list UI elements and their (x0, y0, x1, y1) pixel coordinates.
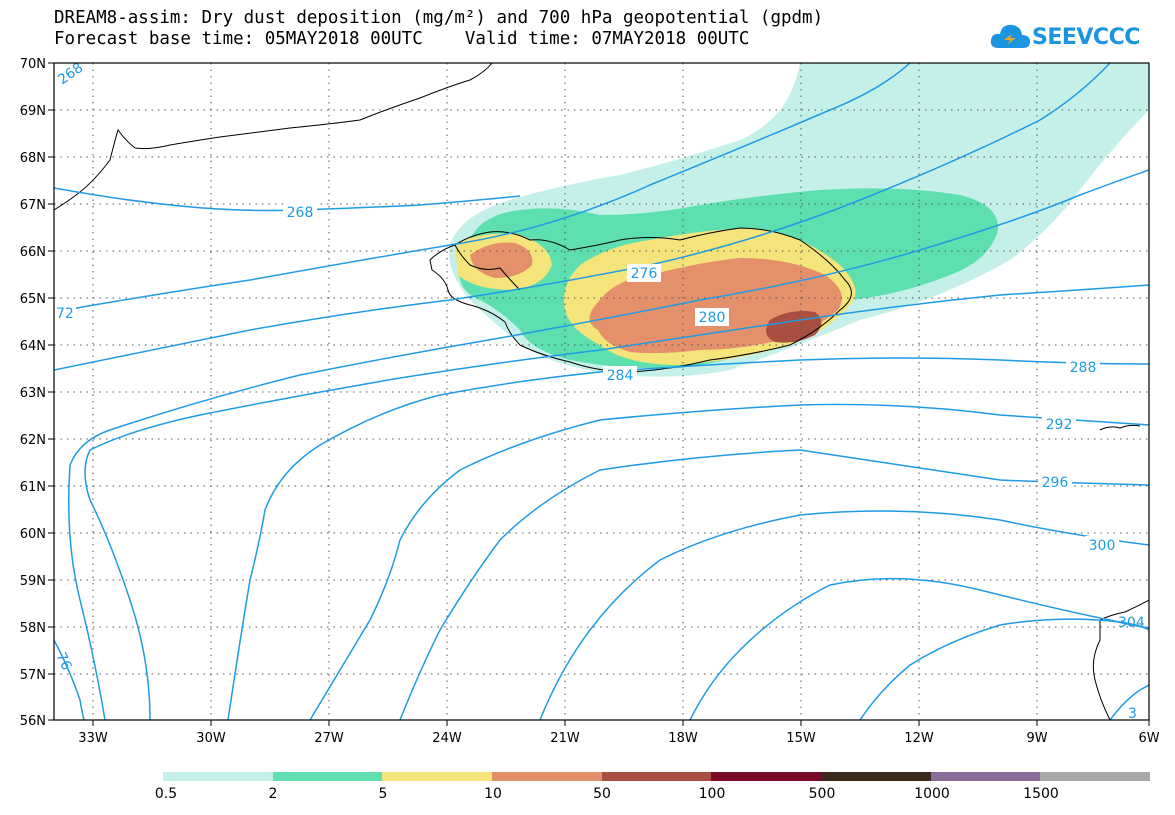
lat-label: 67N (20, 198, 46, 213)
legend-label: 0.5 (154, 786, 178, 802)
lon-label: 12W (904, 731, 934, 746)
lat-label: 58N (20, 621, 46, 636)
lat-label: 65N (20, 292, 46, 307)
legend-label: 500 (808, 786, 836, 802)
contour-label-284: 284 (607, 368, 634, 384)
lat-label: 60N (20, 527, 46, 542)
contour-label-300: 300 (1089, 538, 1116, 554)
longitude-labels: 33W 30W 27W 24W 21W 18W 15W 12W 9W 6W (78, 731, 1159, 746)
contour-label-bg (695, 308, 729, 326)
graticule (54, 63, 1149, 720)
contour-label-72: 72 (56, 306, 74, 322)
legend-swatch (492, 772, 602, 781)
lon-label: 15W (786, 731, 816, 746)
greenland-coast (54, 63, 493, 211)
lat-label: 64N (20, 339, 46, 354)
lon-label: 33W (78, 731, 108, 746)
contour-label-268-b: 268 (55, 60, 86, 88)
geopotential-contours (54, 63, 1149, 720)
logo-text: SEEVCCC (1032, 25, 1140, 50)
contour-label-304: 304 (1118, 615, 1145, 631)
contour-label-288: 288 (1070, 360, 1097, 376)
legend-swatch (1040, 772, 1151, 781)
contour-label-3: 3 (1128, 706, 1137, 722)
lat-label: 62N (20, 433, 46, 448)
legend-swatch (711, 772, 822, 781)
scotland-coast (1092, 599, 1149, 720)
lat-label: 66N (20, 245, 46, 260)
contour-label-76: 76 (52, 650, 74, 673)
legend-label: 1500 (1023, 786, 1059, 802)
legend-label: 50 (593, 786, 611, 802)
seevccc-logo: SEEVCCC (990, 18, 1140, 60)
contour-label-296: 296 (1042, 475, 1069, 491)
iceland-coast (429, 227, 852, 373)
contour-label-bg (603, 366, 637, 384)
lat-label: 57N (20, 668, 46, 683)
lat-label: 61N (20, 480, 46, 495)
contour-label-bg (54, 305, 76, 321)
contour-label-292: 292 (1046, 417, 1073, 433)
legend-label: 100 (698, 786, 726, 802)
lat-label: 70N (20, 57, 46, 72)
contour-label-bg (627, 264, 661, 282)
contour-label-268-a: 268 (287, 205, 314, 221)
contour-label-276: 276 (631, 266, 658, 282)
lat-label: 69N (20, 104, 46, 119)
legend-swatch (821, 772, 931, 781)
lon-label: 6W (1138, 731, 1159, 746)
lat-label: 63N (20, 386, 46, 401)
cloud-icon (990, 24, 1030, 48)
legend-label: 2 (268, 786, 278, 802)
legend-swatch (601, 772, 712, 781)
legend-colorbar (163, 772, 1151, 781)
legend-swatch (382, 772, 493, 781)
legend-label: 5 (378, 786, 388, 802)
contour-label-bg (1085, 536, 1119, 554)
legend-label: 10 (484, 786, 502, 802)
lon-label: 9W (1026, 731, 1047, 746)
lon-label: 21W (550, 731, 580, 746)
coastlines (54, 63, 1149, 720)
lon-label: 24W (432, 731, 462, 746)
legend-swatch (272, 772, 383, 781)
map-area: 268 268 72 276 280 284 288 292 296 300 7… (52, 60, 1149, 722)
chart-title-line2: Forecast base time: 05MAY2018 00UTC Vali… (54, 29, 750, 49)
contour-labels: 268 268 72 276 280 284 288 292 296 300 7… (52, 60, 1145, 722)
lat-label: 59N (20, 574, 46, 589)
lat-label: 68N (20, 151, 46, 166)
contour-label-280: 280 (699, 310, 726, 326)
contour-label-bg (283, 203, 317, 221)
chart-title-line1: DREAM8-assim: Dry dust deposition (mg/m²… (54, 8, 824, 28)
legend-label: 1000 (914, 786, 950, 802)
latitude-labels: 70N 69N 68N 67N 66N 65N 64N 63N 62N 61N … (20, 57, 46, 729)
lon-label: 27W (314, 731, 344, 746)
legend-swatch (163, 772, 273, 781)
contour-label-bg (1038, 473, 1072, 491)
contour-label-bg (1066, 358, 1100, 376)
lat-label: 56N (20, 714, 46, 729)
lon-label: 30W (196, 731, 226, 746)
axis-ticks (48, 62, 1150, 726)
faroe-coast (1099, 424, 1141, 431)
lon-label: 18W (668, 731, 698, 746)
legend-swatch (930, 772, 1041, 781)
iceland-westfjords (454, 244, 521, 291)
contour-label-bg (1042, 415, 1076, 433)
